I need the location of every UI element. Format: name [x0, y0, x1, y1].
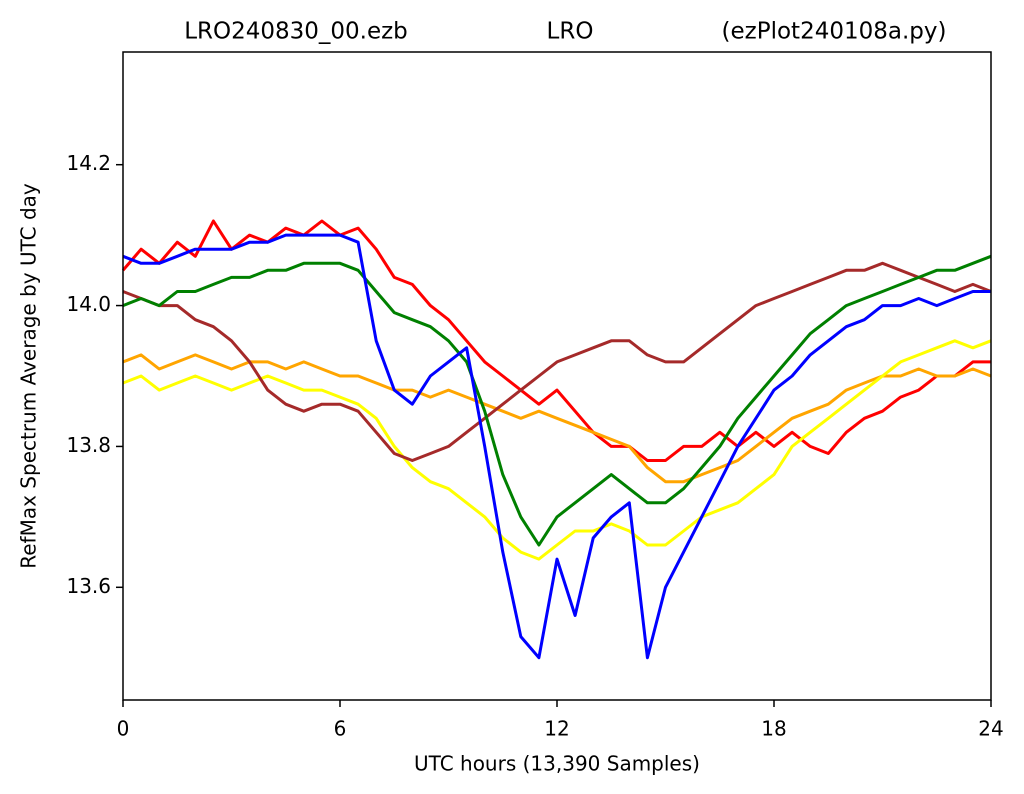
chart-title: LRO — [547, 19, 594, 45]
x-tick-label: 12 — [544, 717, 569, 741]
data-line — [122, 353, 992, 484]
data-line — [122, 254, 992, 547]
data-line — [122, 261, 992, 462]
y-tick-label: 13.8 — [66, 433, 111, 457]
y-axis-label: RefMax Spectrum Average by UTC day — [17, 183, 41, 569]
x-tick-label: 0 — [117, 717, 130, 741]
data-line — [122, 339, 992, 561]
x-tick-label: 6 — [334, 717, 347, 741]
data-line — [121, 219, 991, 462]
x-tick-label: 18 — [761, 717, 786, 741]
chart-title: LRO240830_00.ezb — [184, 19, 408, 45]
x-axis-label: UTC hours (13,390 Samples) — [414, 752, 700, 776]
x-tick-label: 24 — [978, 717, 1003, 741]
data-line — [122, 233, 991, 660]
y-tick-label: 14.0 — [66, 292, 111, 316]
y-tick-label: 14.2 — [66, 151, 111, 175]
chart-title: (ezPlot240108a.py) — [722, 19, 947, 45]
plot-frame — [122, 51, 992, 701]
y-tick-label: 13.6 — [66, 574, 111, 598]
